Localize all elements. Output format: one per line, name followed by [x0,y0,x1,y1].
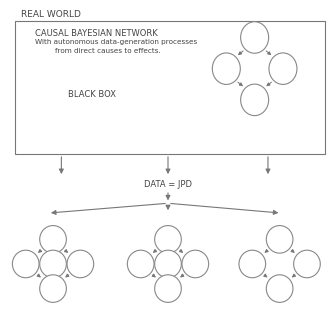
Ellipse shape [155,250,181,278]
Ellipse shape [294,250,320,278]
Ellipse shape [127,250,154,278]
Text: REAL WORLD: REAL WORLD [22,10,81,19]
Ellipse shape [269,53,297,84]
Text: from direct causes to effects.: from direct causes to effects. [55,48,161,54]
Ellipse shape [241,22,269,53]
Ellipse shape [266,275,293,303]
Ellipse shape [266,225,293,253]
FancyBboxPatch shape [15,21,325,154]
Text: CAUSAL BAYESIAN NETWORK: CAUSAL BAYESIAN NETWORK [35,29,158,38]
Ellipse shape [40,250,67,278]
Ellipse shape [241,84,269,116]
Ellipse shape [182,250,209,278]
Ellipse shape [40,225,67,253]
Ellipse shape [155,225,181,253]
Ellipse shape [239,250,266,278]
Ellipse shape [212,53,240,84]
Text: DATA = JPD: DATA = JPD [144,180,192,189]
Ellipse shape [67,250,94,278]
Text: BLACK BOX: BLACK BOX [68,90,116,99]
Ellipse shape [12,250,39,278]
Ellipse shape [40,275,67,303]
Ellipse shape [155,275,181,303]
Text: With autonomous data-generation processes: With autonomous data-generation processe… [35,39,197,45]
